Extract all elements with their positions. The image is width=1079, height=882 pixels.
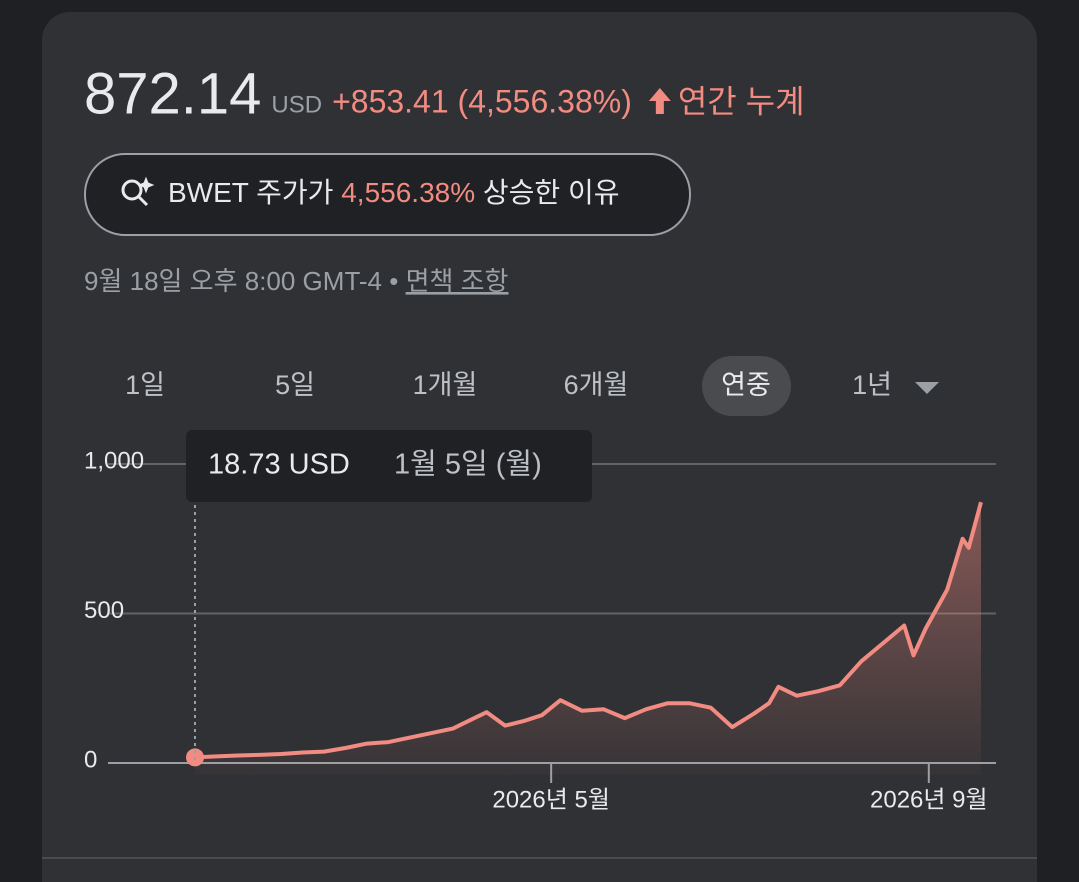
reason-button[interactable]: BWET 주가가 4,556.38% 상승한 이유	[84, 153, 691, 236]
button-suffix[interactable]: 상승한 이유	[483, 177, 620, 208]
tab[interactable]: 5일	[275, 370, 315, 400]
y-tick-label: 0	[84, 746, 97, 773]
tab-selected-bg	[702, 356, 791, 416]
x-tick-label: 2026년 9월	[870, 786, 988, 813]
button-text[interactable]: BWET 주가가 4,556.38% 상승한 이유	[168, 177, 619, 208]
y-tick-label: 500	[84, 597, 124, 624]
period: 연간 누계	[678, 83, 805, 119]
timestamp: 9월 18일 오후 8:00 GMT-4 • 면책 조항	[84, 266, 508, 296]
timestamp-text: 9월 18일 오후 8:00 GMT-4 •	[84, 266, 398, 296]
tooltip-date: 1월 5일 (월)	[394, 448, 542, 481]
x-tick-label: 2026년 5월	[492, 786, 610, 813]
tab[interactable]: 1개월	[413, 370, 478, 400]
y-tick-label: 1,000	[84, 447, 144, 474]
tab[interactable]: 연중	[721, 370, 771, 400]
tooltip-value: 18.73 USD	[208, 449, 350, 481]
price: 872.14	[84, 61, 261, 126]
change: +853.41 (4,556.38%)	[332, 83, 632, 119]
button-prefix[interactable]: BWET 주가가	[168, 177, 333, 208]
button-percent[interactable]: 4,556.38%	[341, 177, 475, 208]
tab[interactable]: 6개월	[564, 370, 629, 400]
tooltip	[186, 430, 592, 502]
tab[interactable]: 1년	[852, 370, 892, 400]
currency: USD	[271, 91, 322, 118]
up-arrow	[648, 88, 671, 114]
price-line	[194, 501, 983, 760]
tabs: 1일 5일 1개월 6개월 연중 1년	[125, 370, 892, 400]
area	[195, 502, 981, 775]
dropdown-caret[interactable]	[915, 382, 939, 394]
search-spark-icon	[121, 176, 155, 207]
arrow-icon	[648, 88, 671, 114]
button-frame[interactable]	[84, 153, 691, 236]
tab[interactable]: 1일	[125, 370, 165, 400]
disclaimer-link[interactable]: 면책 조항	[406, 266, 509, 296]
